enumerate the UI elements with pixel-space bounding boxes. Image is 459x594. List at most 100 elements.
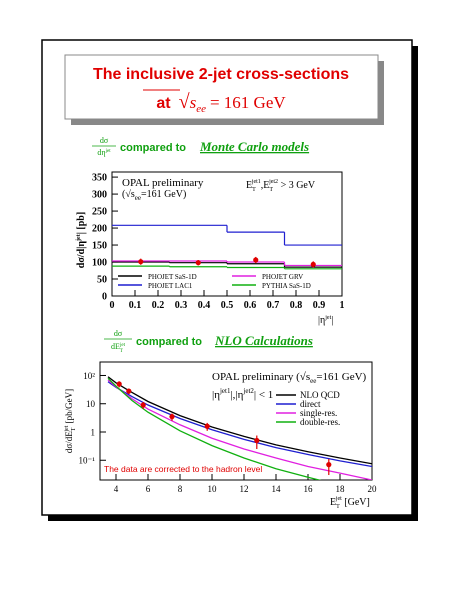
exp-b: =161 GeV) [316,371,366,383]
legend-label: PHOJET SaS-1D [148,273,197,281]
y-tick-label: 200 [92,224,107,235]
note: The data are corrected to the hadron lev… [104,464,262,474]
cut-rest: > 3 GeV [278,180,316,191]
x-tick-label: 10 [208,484,218,494]
x-tick-label: 0.2 [152,300,165,311]
y-label-a: dσ/d|η [76,241,87,269]
curve [107,381,372,468]
frac-num: dσ [100,136,109,145]
y-label-sup: jet [64,425,70,432]
experiment-label: OPAL preliminary [122,177,204,189]
x-label-sub: T [336,504,340,510]
cut-sup: jet2 [242,387,254,395]
x-label-b: | [331,315,333,326]
x-tick-label: 0.6 [244,300,257,311]
section-emph: Monte Carlo models [199,139,309,154]
y-label-sub: T [71,427,77,431]
data-point [126,388,132,394]
x-label-sup: jet [324,315,331,321]
x-tick-label: 1 [340,300,345,311]
x-tick-label: 0.8 [290,300,303,311]
y-axis-label: dσ/d|ηjet| [pb] [76,212,87,268]
data-point [326,462,332,468]
legend-label: single-res. [300,408,337,418]
title-energy: = 161 GeV [210,93,286,112]
plot-frame [99,361,373,481]
x-tick-label: 0 [110,300,115,311]
section-text: compared to [120,142,186,154]
x-label-a: E [330,497,336,508]
curve [107,377,322,480]
energy-sub: ee [135,194,141,202]
curve [107,376,372,465]
data-point [138,259,144,265]
data-point [195,260,201,266]
x-tick-label: 0.5 [221,300,234,311]
title-line2: at √see = 161 GeV [156,91,286,115]
cut-e: E [246,180,252,191]
cut-a: |η [212,389,220,401]
y-tick-label: 300 [92,190,107,201]
y-tick-label: 50 [97,275,107,286]
cut-label: ETjet1,ETjet2 > 3 GeV [246,179,316,193]
legend-label: double-res. [300,417,340,427]
x-label-b: [GeV] [342,497,370,508]
x-tick-label: 6 [146,484,151,494]
cut-sub: T [252,187,256,193]
y-tick-label: 0 [102,292,107,303]
cut-sub: T [269,187,273,193]
section-text: compared to [136,336,202,348]
x-tick-label: 20 [368,484,378,494]
experiment-label: OPAL preliminary (√see=161 GeV) [212,371,367,385]
frac-den-sup: jet [105,149,112,154]
x-tick-label: 4 [114,484,119,494]
y-label-b: [pb/GeV] [64,389,74,426]
title-s: s [190,93,197,112]
energy-label: (√see=161 GeV) [122,189,186,202]
y-label-b: | [pb] [76,212,87,235]
x-tick-label: 0.7 [267,300,280,311]
cut-label: |ηjet1|,|ηjet2| < 1 [212,387,273,401]
exp-sub: ee [310,377,316,385]
frac-den-main: dE [111,342,120,351]
x-tick-label: 14 [272,484,282,494]
title-at: at [156,95,171,112]
x-tick-label: 0.3 [175,300,188,311]
y-label-a: dσ/dE [64,431,74,453]
cut-sup: jet2 [268,179,278,185]
curve [107,379,372,480]
title-box [64,54,379,120]
cut-sup: jet1 [251,179,261,185]
y-tick-label: 350 [92,173,107,184]
data-point [140,402,146,408]
cut-b: |,|η [230,389,243,401]
exp-a: OPAL preliminary (√s [212,371,310,383]
y-tick-label: 10⁻¹ [79,456,96,466]
y-tick-label: 10² [83,371,95,381]
legend-label: PHOJET GRV [262,273,303,281]
x-axis-label: ETjet [GeV] [330,496,370,510]
frac-den-main: dη [97,148,105,157]
section-emph: NLO Calculations [214,333,313,348]
y-tick-label: 150 [92,241,107,252]
x-label-a: |η [318,315,325,326]
title-sub: ee [196,103,206,115]
frac-den: dηjet [97,148,111,157]
legend-label: direct [300,399,321,409]
data-point [204,423,210,429]
y-axis-label: dσ/dETjet [pb/GeV] [64,389,77,453]
x-tick-label: 16 [304,484,314,494]
cut-sup: jet1 [219,387,231,395]
legend-label: PYTHIA SaS-1D [262,282,311,290]
y-label-sup: jet [76,234,82,242]
cut-e: ,E [261,180,270,191]
x-tick-label: 12 [240,484,249,494]
energy-a: (√s [122,189,135,200]
title-sqrt: √ [179,91,190,113]
y-tick-label: 100 [92,258,107,269]
y-tick-label: 10 [86,399,96,409]
energy-b: =161 GeV) [141,189,186,200]
x-axis-label: |ηjet| [318,315,333,326]
